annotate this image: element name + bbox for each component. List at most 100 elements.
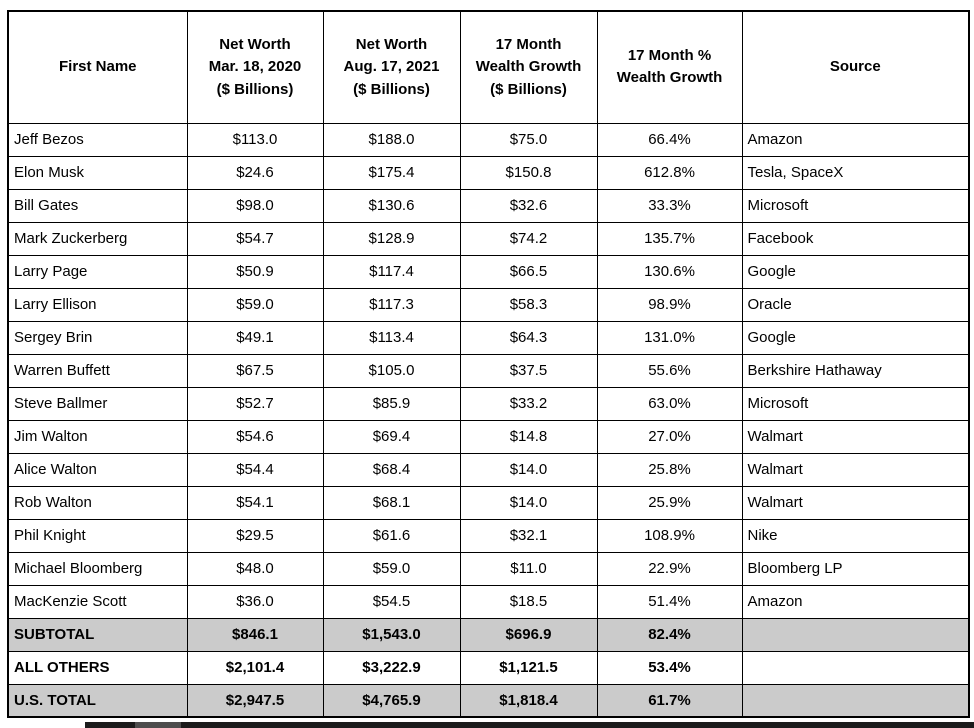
cell-wealth-growth: $64.3 <box>459 320 598 355</box>
table-row: Larry Page $50.9 $117.4 $66.5 130.6% Google <box>7 254 970 289</box>
cell-first-name: Warren Buffett <box>7 353 188 388</box>
cell-wealth-growth-pct: 98.9% <box>596 287 743 322</box>
cell-networth-2021: $117.4 <box>322 254 461 289</box>
cell-first-name: Bill Gates <box>7 188 188 223</box>
cell-wealth-growth-pct: 61.7% <box>596 683 743 718</box>
cell-first-name: Phil Knight <box>7 518 188 553</box>
billionaire-wealth-table: First Name Net Worth Mar. 18, 2020 ($ Bi… <box>7 10 970 718</box>
col-header-wealth-growth-pct: 17 Month % Wealth Growth <box>596 10 743 124</box>
cell-wealth-growth-pct: 25.8% <box>596 452 743 487</box>
cell-first-name: MacKenzie Scott <box>7 584 188 619</box>
cell-wealth-growth-pct: 135.7% <box>596 221 743 256</box>
cell-networth-2020: $36.0 <box>186 584 324 619</box>
cell-first-name: Jeff Bezos <box>7 122 188 157</box>
cell-wealth-growth-pct: 612.8% <box>596 155 743 190</box>
cell-wealth-growth-pct: 82.4% <box>596 617 743 652</box>
cell-networth-2020: $113.0 <box>186 122 324 157</box>
cell-source <box>741 617 970 652</box>
cell-first-name: ALL OTHERS <box>7 650 188 685</box>
cell-networth-2021: $1,543.0 <box>322 617 461 652</box>
cell-networth-2020: $54.7 <box>186 221 324 256</box>
cell-first-name: Jim Walton <box>7 419 188 454</box>
cell-networth-2020: $24.6 <box>186 155 324 190</box>
table-row: Jeff Bezos $113.0 $188.0 $75.0 66.4% Amazon <box>7 122 970 157</box>
cell-networth-2021: $69.4 <box>322 419 461 454</box>
cell-source: Walmart <box>741 485 970 520</box>
cell-networth-2021: $113.4 <box>322 320 461 355</box>
cell-networth-2020: $59.0 <box>186 287 324 322</box>
cell-wealth-growth: $14.8 <box>459 419 598 454</box>
cell-source: Tesla, SpaceX <box>741 155 970 190</box>
cell-first-name: Elon Musk <box>7 155 188 190</box>
cell-wealth-growth: $74.2 <box>459 221 598 256</box>
cell-networth-2020: $67.5 <box>186 353 324 388</box>
table-row: Elon Musk $24.6 $175.4 $150.8 612.8% Tesla, S… <box>7 155 970 190</box>
cell-networth-2020: $52.7 <box>186 386 324 421</box>
table-row: Warren Buffett $67.5 $105.0 $37.5 55.6% Berks… <box>7 353 970 388</box>
cell-networth-2021: $59.0 <box>322 551 461 586</box>
cell-networth-2021: $128.9 <box>322 221 461 256</box>
cell-first-name: Larry Page <box>7 254 188 289</box>
cell-networth-2021: $3,222.9 <box>322 650 461 685</box>
summary-row: ALL OTHERS $2,101.4 $3,222.9 $1,121.5 53.4% <box>7 650 970 685</box>
cell-wealth-growth: $14.0 <box>459 452 598 487</box>
table-row: Steve Ballmer $52.7 $85.9 $33.2 63.0% Microso… <box>7 386 970 421</box>
cell-first-name: Michael Bloomberg <box>7 551 188 586</box>
cell-networth-2020: $54.4 <box>186 452 324 487</box>
header-row: First Name Net Worth Mar. 18, 2020 ($ Bi… <box>7 10 970 124</box>
cell-first-name: U.S. TOTAL <box>7 683 188 718</box>
cell-wealth-growth-pct: 108.9% <box>596 518 743 553</box>
cell-wealth-growth-pct: 131.0% <box>596 320 743 355</box>
col-header-networth-2020: Net Worth Mar. 18, 2020 ($ Billions) <box>186 10 324 124</box>
cell-wealth-growth: $58.3 <box>459 287 598 322</box>
cell-networth-2021: $188.0 <box>322 122 461 157</box>
cell-wealth-growth: $75.0 <box>459 122 598 157</box>
cell-source: Microsoft <box>741 386 970 421</box>
cell-source: Facebook <box>741 221 970 256</box>
table-container: First Name Net Worth Mar. 18, 2020 ($ Bi… <box>7 10 970 718</box>
cell-source: Bloomberg LP <box>741 551 970 586</box>
cell-wealth-growth: $1,121.5 <box>459 650 598 685</box>
cell-source: Nike <box>741 518 970 553</box>
cell-networth-2020: $846.1 <box>186 617 324 652</box>
cell-wealth-growth: $33.2 <box>459 386 598 421</box>
cell-first-name: Steve Ballmer <box>7 386 188 421</box>
table-row: Mark Zuckerberg $54.7 $128.9 $74.2 135.7% Fac… <box>7 221 970 256</box>
cell-source: Oracle <box>741 287 970 322</box>
cell-wealth-growth: $66.5 <box>459 254 598 289</box>
cell-first-name: Sergey Brin <box>7 320 188 355</box>
table-row: Bill Gates $98.0 $130.6 $32.6 33.3% Microsoft <box>7 188 970 223</box>
cell-networth-2020: $54.1 <box>186 485 324 520</box>
cell-source: Amazon <box>741 584 970 619</box>
cell-wealth-growth-pct: 27.0% <box>596 419 743 454</box>
cell-wealth-growth-pct: 66.4% <box>596 122 743 157</box>
cell-source: Amazon <box>741 122 970 157</box>
col-header-source: Source <box>741 10 970 124</box>
cell-wealth-growth: $14.0 <box>459 485 598 520</box>
cell-wealth-growth-pct: 25.9% <box>596 485 743 520</box>
cell-wealth-growth-pct: 33.3% <box>596 188 743 223</box>
cell-wealth-growth-pct: 130.6% <box>596 254 743 289</box>
cell-source: Walmart <box>741 419 970 454</box>
cell-source: Google <box>741 254 970 289</box>
cell-first-name: SUBTOTAL <box>7 617 188 652</box>
cell-networth-2020: $50.9 <box>186 254 324 289</box>
cell-wealth-growth-pct: 55.6% <box>596 353 743 388</box>
cell-networth-2021: $117.3 <box>322 287 461 322</box>
cell-networth-2021: $130.6 <box>322 188 461 223</box>
cell-networth-2020: $29.5 <box>186 518 324 553</box>
bottom-scrollbar-thumb[interactable] <box>135 722 181 728</box>
cell-first-name: Mark Zuckerberg <box>7 221 188 256</box>
cell-networth-2020: $2,101.4 <box>186 650 324 685</box>
cell-source <box>741 683 970 718</box>
cell-wealth-growth: $150.8 <box>459 155 598 190</box>
table-row: MacKenzie Scott $36.0 $54.5 $18.5 51.4% Amazo… <box>7 584 970 619</box>
cell-wealth-growth: $37.5 <box>459 353 598 388</box>
cell-wealth-growth-pct: 51.4% <box>596 584 743 619</box>
cell-first-name: Alice Walton <box>7 452 188 487</box>
summary-row: U.S. TOTAL $2,947.5 $4,765.9 $1,818.4 61.7% <box>7 683 970 718</box>
cell-source: Walmart <box>741 452 970 487</box>
summary-row: SUBTOTAL $846.1 $1,543.0 $696.9 82.4% <box>7 617 970 652</box>
table-row: Michael Bloomberg $48.0 $59.0 $11.0 22.9% Blo… <box>7 551 970 586</box>
bottom-scrollbar-track[interactable] <box>85 722 974 728</box>
